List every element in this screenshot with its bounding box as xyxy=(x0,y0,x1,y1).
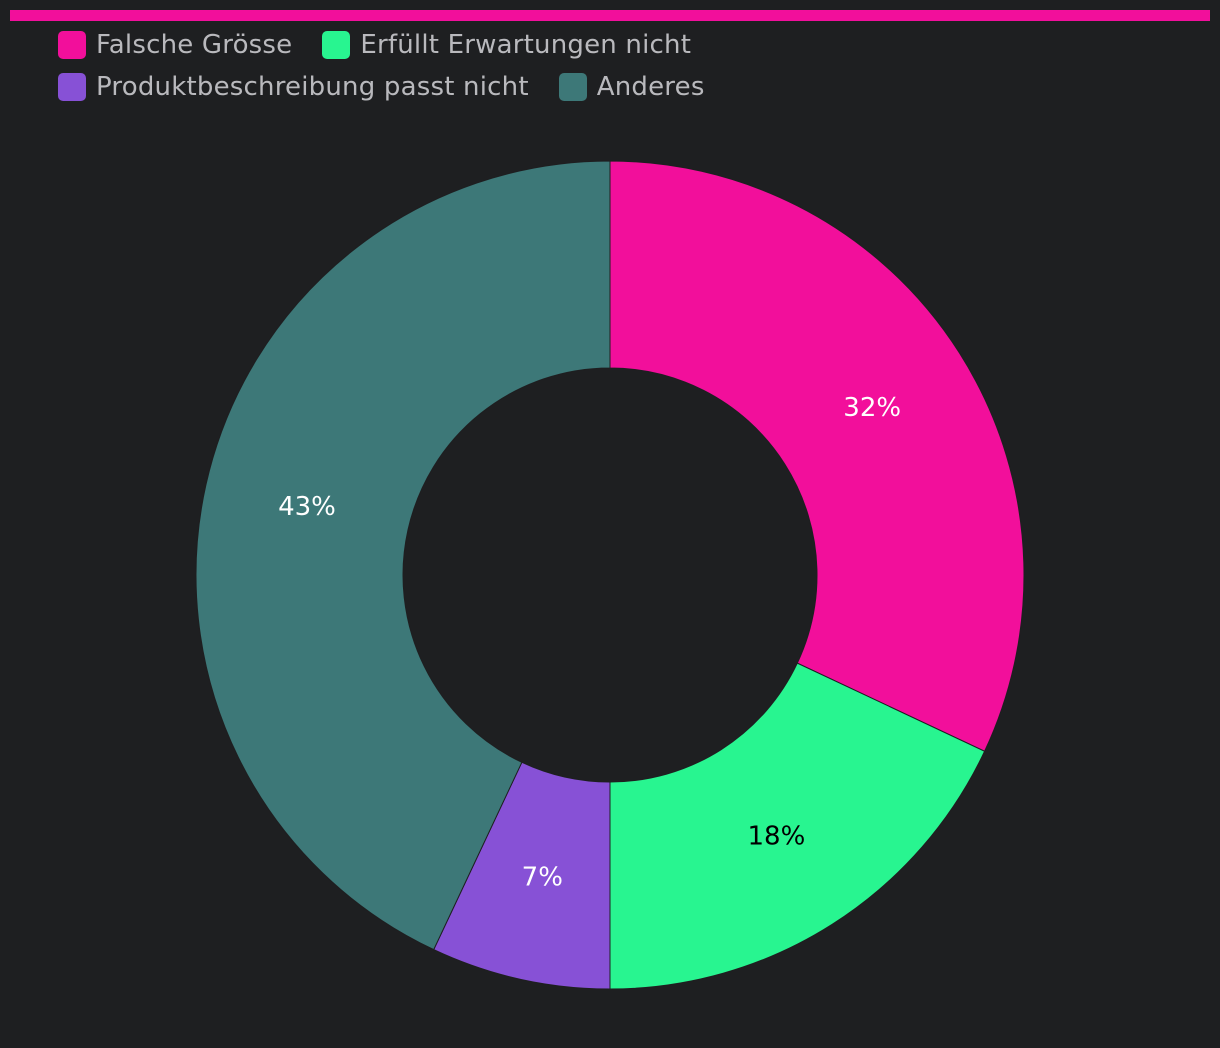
legend-swatch xyxy=(558,73,587,101)
legend-label: Falsche Grösse xyxy=(96,30,293,60)
legend-swatch xyxy=(322,31,351,59)
legend-label: Anderes xyxy=(596,72,705,102)
donut-slice-label-2: 7% xyxy=(522,863,563,893)
donut-slice-label-1: 18% xyxy=(748,822,806,852)
accent-bar xyxy=(10,10,1210,21)
legend-row: Falsche Grösse Erfüllt Erwartungen nicht xyxy=(58,24,818,66)
legend: Falsche Grösse Erfüllt Erwartungen nicht… xyxy=(58,24,818,108)
donut-labels: 32% 18% 7% 43% xyxy=(278,393,901,892)
legend-item-produktbeschreibung-passt-nicht[interactable]: Produktbeschreibung passt nicht xyxy=(58,72,529,102)
legend-label: Erfüllt Erwartungen nicht xyxy=(360,30,692,60)
legend-swatch xyxy=(58,73,86,101)
legend-item-erfuellt-erwartungen-nicht[interactable]: Erfüllt Erwartungen nicht xyxy=(322,30,691,60)
legend-item-anderes[interactable]: Anderes xyxy=(558,72,705,102)
legend-swatch xyxy=(58,31,86,59)
donut-slices xyxy=(195,160,1025,990)
donut-slice-0[interactable] xyxy=(609,160,1025,752)
donut-slice-1[interactable] xyxy=(609,662,986,990)
legend-item-falsche-groesse[interactable]: Falsche Grösse xyxy=(58,30,292,60)
donut-slice-label-0: 32% xyxy=(843,393,901,423)
donut-slice-3[interactable] xyxy=(195,160,611,951)
legend-row: Produktbeschreibung passt nicht Anderes xyxy=(58,66,818,108)
donut-slice-label-3: 43% xyxy=(278,492,336,522)
legend-label: Produktbeschreibung passt nicht xyxy=(96,72,529,102)
